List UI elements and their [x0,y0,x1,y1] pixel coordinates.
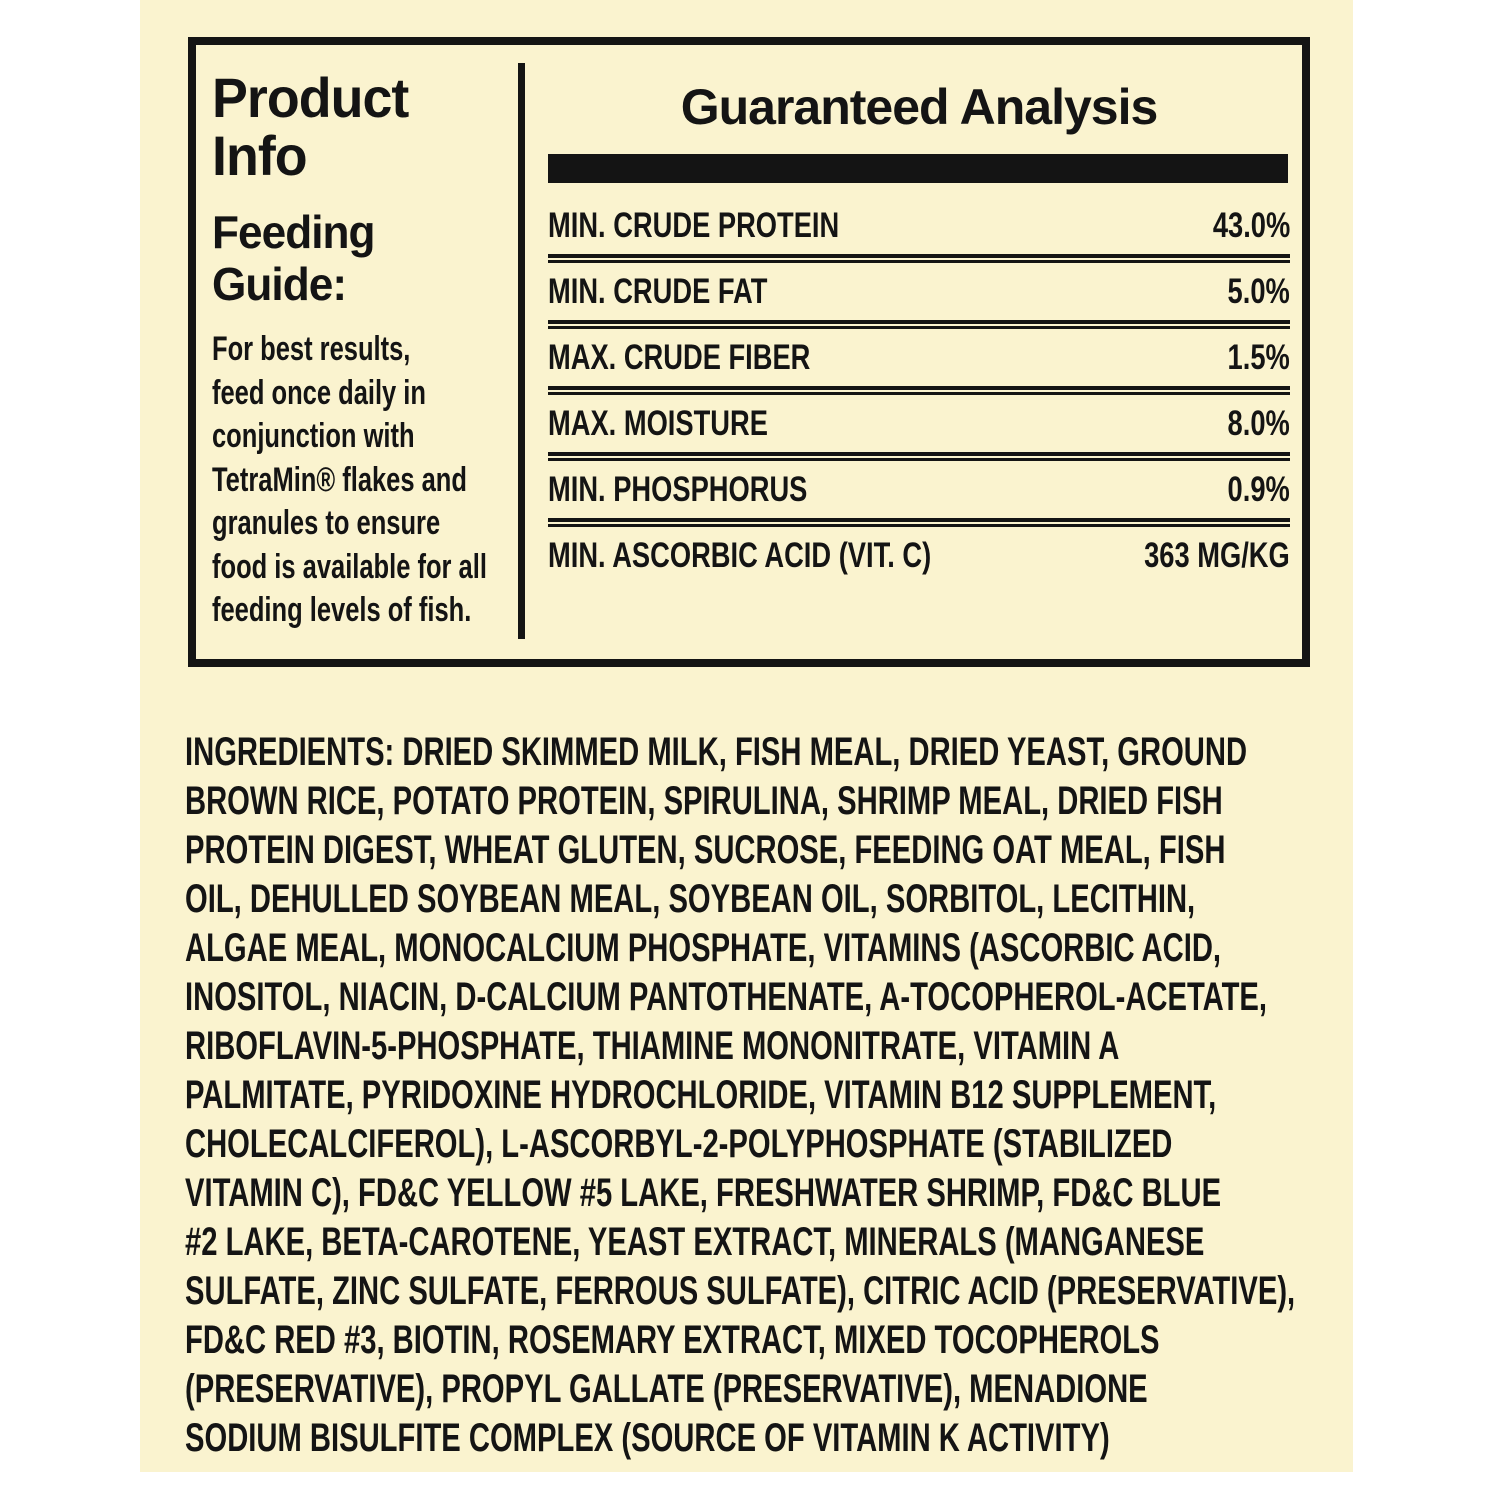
feeding-guide-line: For best results, [212,330,411,368]
guaranteed-analysis-title: Guaranteed Analysis [680,79,1159,135]
ingredients-line: PROTEIN DIGEST, WHEAT GLUTEN, SUCROSE, F… [185,828,1226,872]
guaranteed-analysis-table: MIN. CRUDE PROTEIN 43.0% MIN. CRUDE FAT … [548,197,1290,584]
product-info-title: Product Info [212,66,409,187]
feeding-guide-line: TetraMin® flakes and [212,460,467,499]
feeding-guide-line: feeding levels of fish. [212,591,472,629]
ingredients-line: SULFATE, ZINC SULFATE, FERROUS SULFATE),… [185,1269,1296,1313]
analysis-header-bar [548,154,1288,183]
feeding-guide-text: For best results, feed once daily in con… [212,328,512,633]
analysis-row-value: 0.9% [1227,470,1290,509]
ingredients-line: CHOLECALCIFEROL), L-ASCORBYL-2-POLYPHOSP… [185,1122,1173,1166]
product-label-panel: Product Info Feeding Guide: For best res… [140,0,1353,1472]
guaranteed-analysis-column: Guaranteed Analysis MIN. CRUDE PROTEIN 4… [548,45,1290,584]
ingredients-line: INGREDIENTS: DRIED SKIMMED MILK, FISH ME… [185,730,1248,774]
ingredients-line: RIBOFLAVIN-5-PHOSPHATE, THIAMINE MONONIT… [185,1024,1120,1068]
analysis-row-separator [548,452,1290,461]
analysis-row-separator [548,254,1290,263]
analysis-row-value: 43.0% [1212,206,1290,245]
analysis-row-label: MAX. CRUDE FIBER [548,338,811,377]
analysis-row: MAX. MOISTURE 8.0% [548,395,1290,452]
ingredients-line: OIL, DEHULLED SOYBEAN MEAL, SOYBEAN OIL,… [185,877,1196,921]
feeding-guide-line: conjunction with [212,417,415,455]
analysis-row: MIN. PHOSPHORUS 0.9% [548,461,1290,518]
ingredients-line: INOSITOL, NIACIN, D-CALCIUM PANTOTHENATE… [185,975,1267,1019]
analysis-row: MAX. CRUDE FIBER 1.5% [548,329,1290,386]
analysis-row: MIN. CRUDE FAT 5.0% [548,263,1290,320]
analysis-row-label: MIN. ASCORBIC ACID (VIT. C) [548,536,932,575]
analysis-row-separator [548,320,1290,329]
product-info-box: Product Info Feeding Guide: For best res… [188,37,1310,667]
ingredients-line: PALMITATE, PYRIDOXINE HYDROCHLORIDE, VIT… [185,1073,1217,1117]
analysis-row-separator [548,386,1290,395]
analysis-row: MIN. ASCORBIC ACID (VIT. C) 363 MG/KG [548,527,1290,584]
analysis-row-label: MAX. MOISTURE [548,404,768,443]
analysis-row-value: 5.0% [1227,272,1290,311]
feeding-guide-line: granules to ensure [212,504,441,542]
ingredients-line: FD&C RED #3, BIOTIN, ROSEMARY EXTRACT, M… [185,1318,1160,1362]
analysis-row-label: MIN. CRUDE FAT [548,272,768,311]
column-divider [518,63,525,639]
feeding-guide-title: Feeding Guide: [212,206,376,310]
ingredients-line: (PRESERVATIVE), PROPYL GALLATE (PRESERVA… [185,1367,1148,1411]
analysis-row-value: 1.5% [1227,338,1290,377]
ingredients-line: BROWN RICE, POTATO PROTEIN, SPIRULINA, S… [185,779,1223,823]
ingredients-line: VITAMIN C), FD&C YELLOW #5 LAKE, FRESHWA… [185,1171,1222,1215]
feeding-guide-line: food is available for all [212,547,487,586]
ingredients-text: INGREDIENTS: DRIED SKIMMED MILK, FISH ME… [185,728,1353,1463]
analysis-row: MIN. CRUDE PROTEIN 43.0% [548,197,1290,254]
analysis-row-value: 8.0% [1227,404,1290,443]
analysis-row-value: 363 MG/KG [1144,536,1290,575]
feeding-guide-line: feed once daily in [212,373,426,412]
ingredients-line: SODIUM BISULFITE COMPLEX (SOURCE OF VITA… [185,1416,1110,1460]
analysis-row-separator [548,518,1290,527]
analysis-row-label: MIN. CRUDE PROTEIN [548,206,840,245]
product-info-column: Product Info Feeding Guide: For best res… [212,45,512,633]
ingredients-line: #2 LAKE, BETA-CAROTENE, YEAST EXTRACT, M… [185,1220,1205,1264]
ingredients-line: ALGAE MEAL, MONOCALCIUM PHOSPHATE, VITAM… [185,926,1222,970]
analysis-row-label: MIN. PHOSPHORUS [548,470,808,509]
